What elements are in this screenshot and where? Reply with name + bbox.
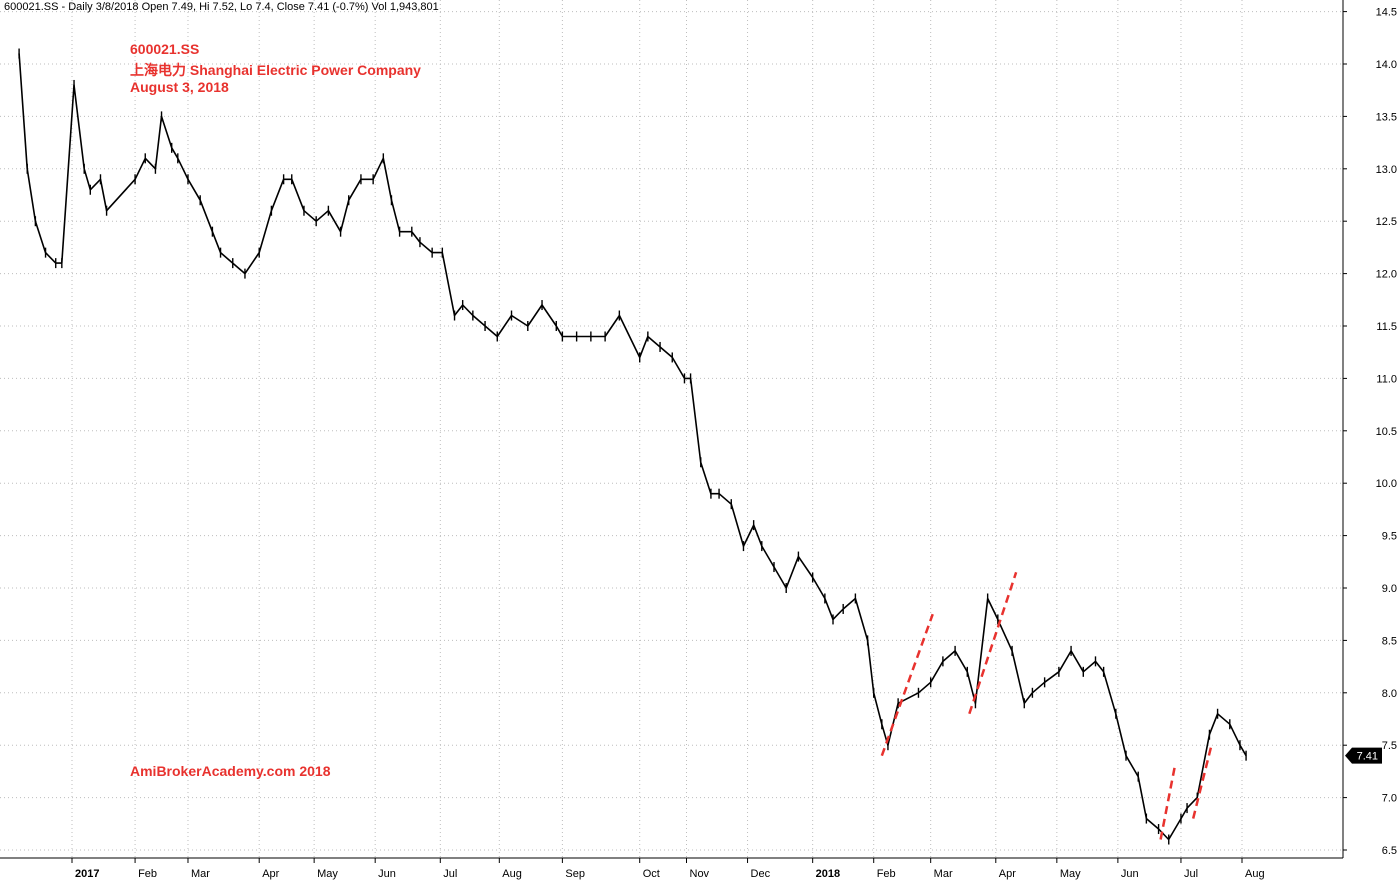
x-tick-label: May	[317, 868, 338, 880]
trendlines	[880, 571, 1213, 840]
annotation-ticker: 600021.SS	[130, 41, 200, 57]
y-tick-label: 10.5	[1376, 426, 1397, 438]
y-tick-label: 11.0	[1376, 373, 1397, 385]
y-tick-label: 14.5	[1376, 7, 1397, 19]
price-line	[18, 53, 1247, 841]
trendline	[968, 571, 1018, 715]
watermark: AmiBrokerAcademy.com 2018	[130, 763, 331, 779]
x-tick-label: Mar	[191, 868, 210, 880]
x-tick-label: Oct	[643, 868, 660, 880]
y-tick-label: 9.5	[1382, 531, 1397, 543]
x-tick-label: Jul	[1184, 868, 1198, 880]
trendline	[1159, 765, 1177, 840]
last-price-label: 7.41	[1357, 751, 1378, 763]
y-tick-label: 7.0	[1382, 793, 1397, 805]
chart-header-info: 600021.SS - Daily 3/8/2018 Open 7.49, Hi…	[4, 1, 439, 13]
x-tick-label: 2018	[816, 868, 840, 880]
x-tick-label: Aug	[1245, 868, 1265, 880]
x-tick-label: 2017	[75, 868, 99, 880]
y-tick-label: 14.0	[1376, 59, 1397, 71]
y-tick-label: 10.0	[1376, 478, 1397, 490]
y-tick-label: 11.5	[1376, 321, 1397, 333]
chart-grid	[0, 0, 1343, 858]
trendline	[880, 613, 934, 757]
last-price-badge	[1345, 747, 1382, 764]
annotation-date: August 3, 2018	[130, 79, 229, 95]
annotation-company: 上海电力 Shanghai Electric Power Company	[130, 62, 421, 78]
y-tick-label: 12.5	[1376, 216, 1397, 228]
x-tick-label: Jul	[443, 868, 457, 880]
x-tick-label: Jun	[378, 868, 396, 880]
y-tick-label: 9.0	[1382, 583, 1397, 595]
x-tick-label: Sep	[565, 868, 585, 880]
y-tick-label: 13.5	[1376, 111, 1397, 123]
x-tick-label: Feb	[138, 868, 157, 880]
x-tick-label: Mar	[934, 868, 953, 880]
x-tick-label: Apr	[262, 868, 279, 880]
x-tick-label: Apr	[999, 868, 1016, 880]
x-axis: 2017 Feb Mar Apr May Jun Jul Aug Sep Oct Nov Dec 201…	[0, 857, 1343, 880]
y-tick-label: 12.0	[1376, 269, 1397, 281]
y-tick-label: 6.5	[1382, 845, 1397, 857]
x-tick-label: Nov	[690, 868, 710, 880]
y-tick-label: 8.0	[1382, 688, 1397, 700]
x-tick-label: Jun	[1121, 868, 1139, 880]
y-tick-label: 8.5	[1382, 635, 1397, 647]
trendline	[1191, 744, 1213, 819]
y-tick-label: 13.0	[1376, 164, 1397, 176]
x-tick-label: Feb	[877, 868, 896, 880]
price-series	[18, 48, 1247, 845]
x-tick-label: May	[1060, 868, 1081, 880]
y-axis: 6.5 7.0 7.5 8.0 8.5 9.0 9.5 10.0 10.5 11.0 11.5 12.…	[1342, 0, 1397, 858]
last-price-marker: 7.41	[1345, 747, 1382, 764]
y-tick-label: 7.5	[1382, 740, 1397, 752]
x-tick-label: Aug	[502, 868, 522, 880]
x-tick-label: Dec	[751, 868, 771, 880]
